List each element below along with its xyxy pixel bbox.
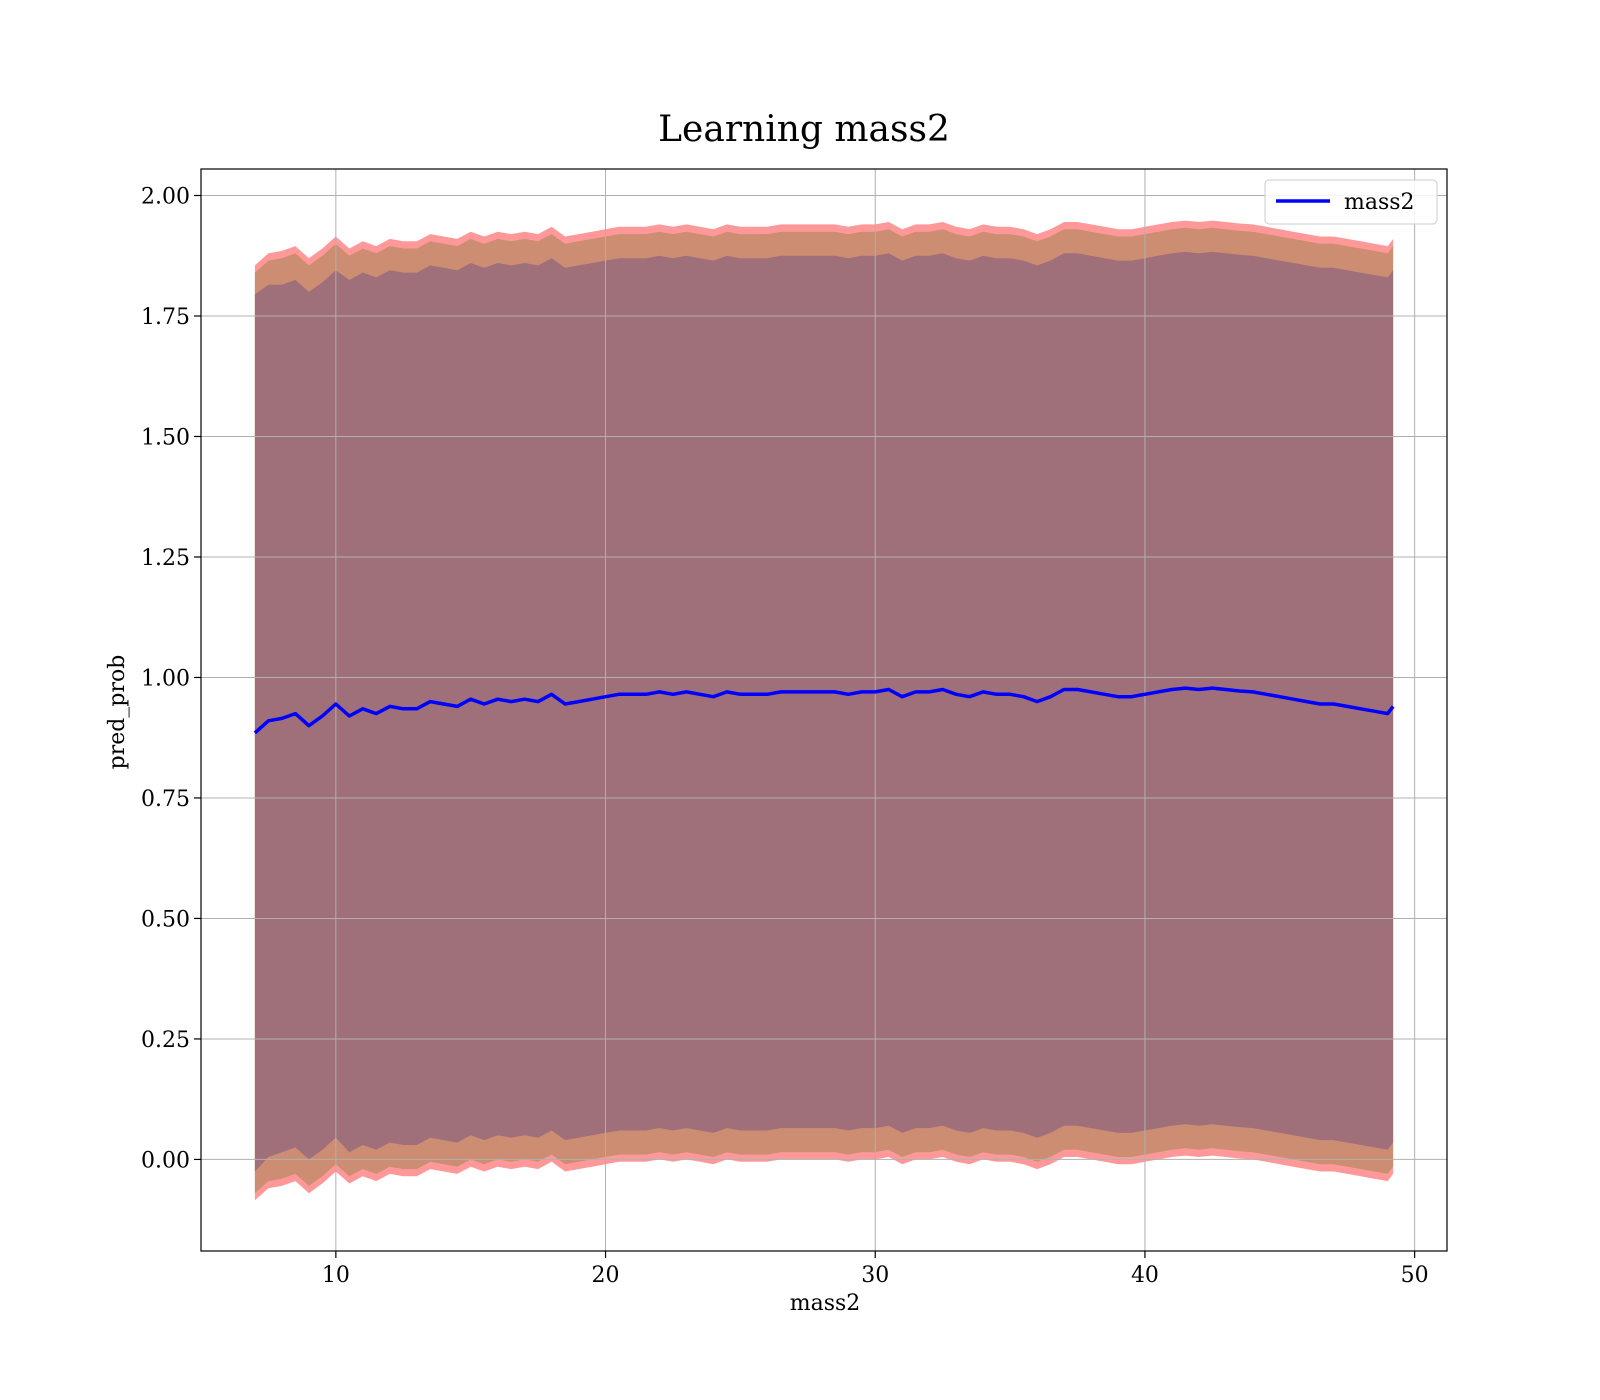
y-axis-label: pred_prob [105,655,130,770]
x-tick-label: 50 [1401,1263,1429,1288]
y-tick-label: 0.00 [141,1148,190,1173]
y-tick-label: 0.25 [141,1028,190,1053]
series-line-layer [253,686,1395,735]
y-tick-label: 1.75 [141,305,190,330]
x-tick-label: 30 [861,1263,889,1288]
y-tick-label: 1.50 [141,425,190,450]
grid-lines [201,169,1447,1251]
legend: mass2 [1264,179,1438,225]
axes-frame [200,168,1448,1252]
y-tick-label: 2.00 [141,185,190,210]
x-axis-ticks: 10 20 30 40 50 [322,1251,1429,1288]
series-line-mass2 [253,686,1395,735]
uncertainty-bands [254,220,1394,1201]
x-tick-label: 40 [1131,1263,1159,1288]
legend-box [1264,179,1438,225]
chart-title: Learning mass2 [658,109,950,150]
y-tick-label: 1.25 [141,546,190,571]
x-tick-label: 10 [322,1263,350,1288]
plot-area [200,168,1448,1252]
x-axis-label: mass2 [790,1291,861,1316]
y-tick-label: 0.50 [141,907,190,932]
band-inner [254,251,1394,1172]
y-tick-label: 1.00 [141,666,190,691]
y-axis-ticks: 0.00 0.25 0.50 0.75 1.00 1.25 1.50 1.75 2.00 [141,185,201,1173]
y-tick-label: 0.75 [141,787,190,812]
legend-label-mass2: mass2 [1344,190,1415,215]
x-tick-label: 20 [592,1263,620,1288]
